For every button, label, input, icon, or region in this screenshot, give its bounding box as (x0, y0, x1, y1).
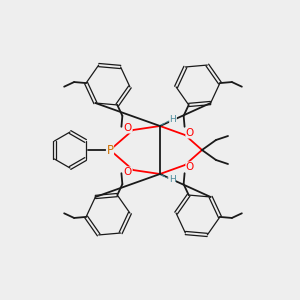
Text: O: O (186, 128, 194, 138)
Text: H: H (169, 176, 176, 184)
Text: O: O (186, 162, 194, 172)
Text: O: O (124, 123, 132, 133)
Text: H: H (169, 115, 176, 124)
Text: O: O (124, 167, 132, 177)
Text: P: P (106, 143, 113, 157)
